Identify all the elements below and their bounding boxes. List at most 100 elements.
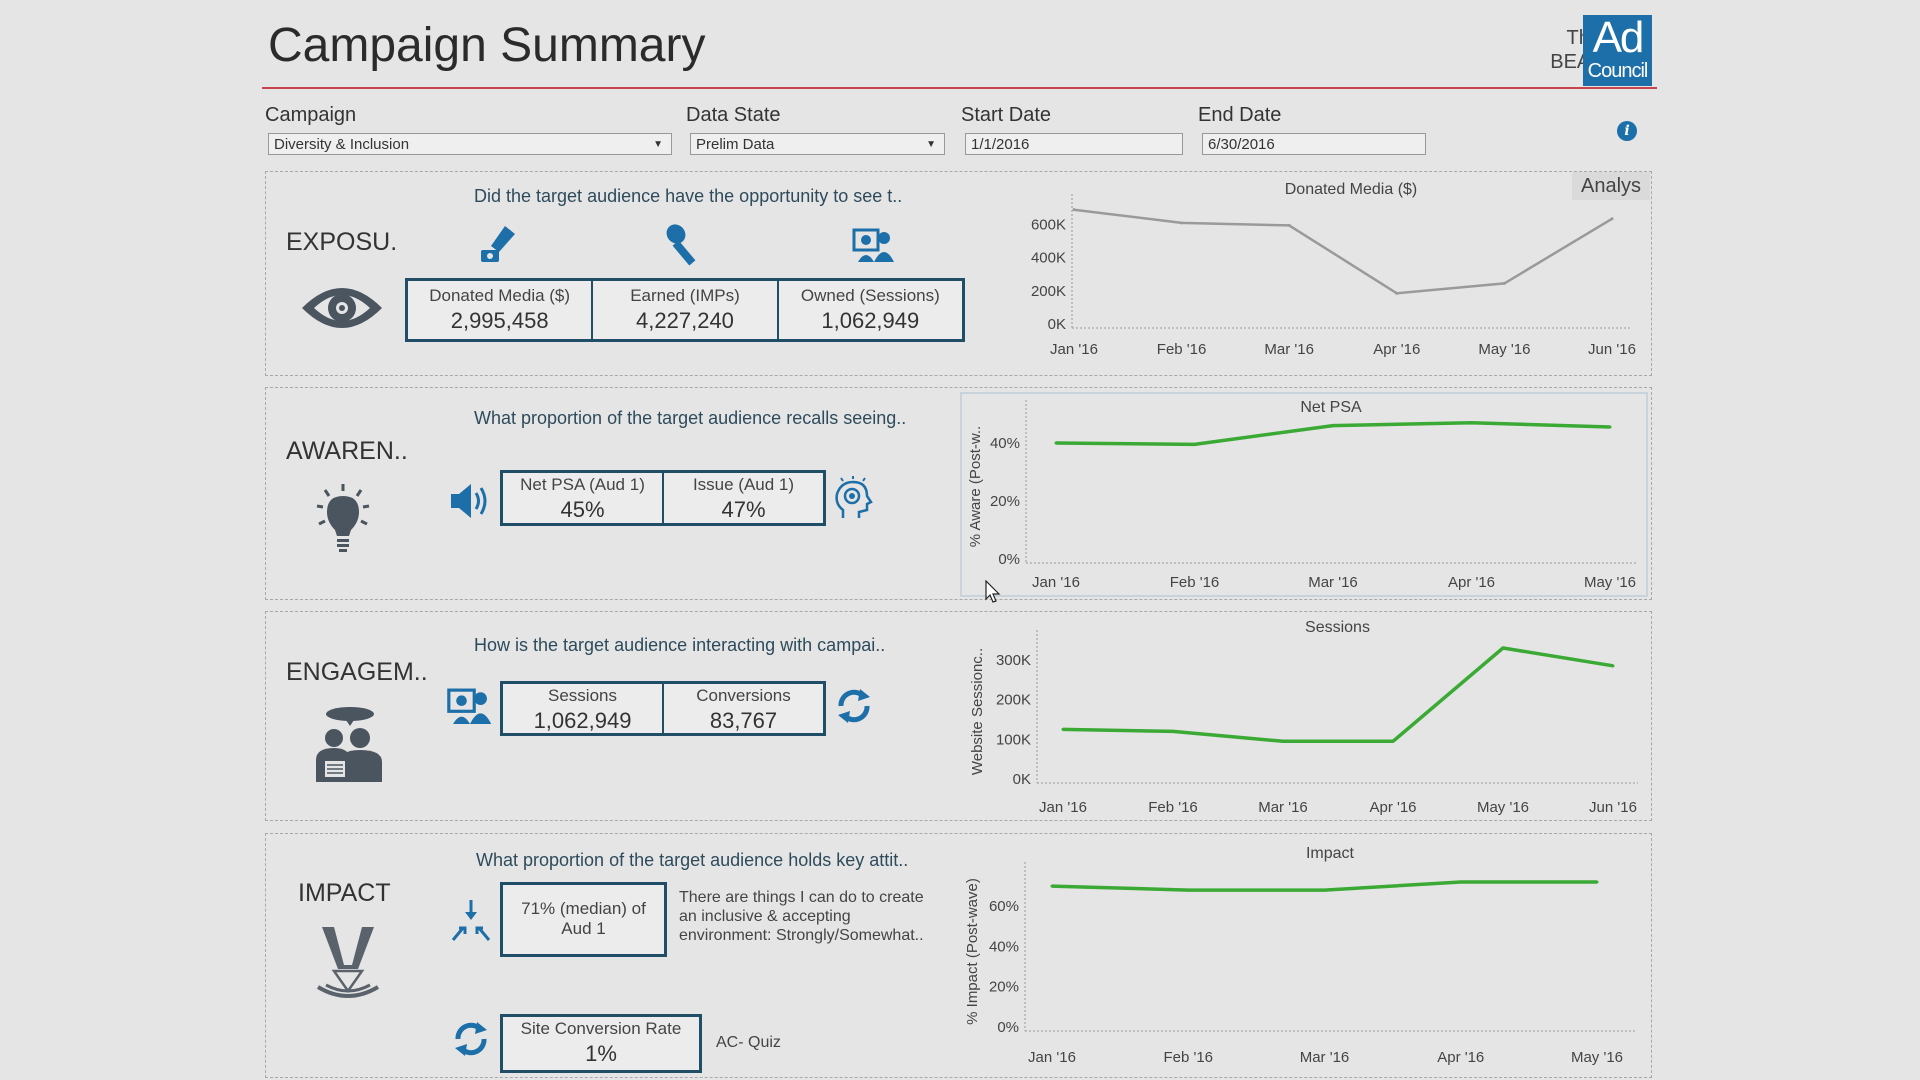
- y-tick-label: 0K: [1048, 316, 1066, 333]
- x-tick-label: Feb '16: [1148, 799, 1198, 816]
- data-point: [1501, 646, 1505, 650]
- data-point: [1611, 664, 1615, 668]
- kpi-donated-media[interactable]: Donated Media ($) 2,995,458: [408, 281, 594, 339]
- data-state-label: Data State: [686, 104, 781, 126]
- lightbulb-icon: [313, 482, 373, 554]
- header-divider: [262, 87, 1657, 89]
- quiz-label: AC- Quiz: [716, 1034, 781, 1051]
- impact-chart[interactable]: Impact 0% 20% 40% 60% Jan '16 Feb '16 Mar '16 Ap…: [955, 836, 1650, 1076]
- x-tick-label: Apr '16: [1437, 1049, 1484, 1066]
- data-point: [1193, 442, 1196, 446]
- kpi-conversions[interactable]: Conversions 83,767: [664, 684, 823, 733]
- data-point: [1395, 291, 1399, 295]
- analysis-button[interactable]: Analys: [1572, 172, 1650, 200]
- page-title: Campaign Summary: [268, 19, 706, 72]
- donated-media-chart[interactable]: Donated Media ($) 0K 200K 400K 600K Jan '16 Fe…: [980, 172, 1650, 372]
- engagement-question: How is the target audience interacting w…: [474, 635, 886, 655]
- logo-ad: Ad: [1592, 13, 1645, 62]
- campaign-value: Diversity & Inclusion: [274, 136, 410, 153]
- kpi-issue[interactable]: Issue (Aud 1) 47%: [664, 473, 823, 523]
- kpi-value: 1%: [585, 1041, 617, 1066]
- chart-title: Impact: [1306, 845, 1355, 862]
- data-point: [1502, 281, 1506, 285]
- net-psa-chart[interactable]: Net PSA 0% 20% 40% Jan '16 Feb '16 Mar '16 Apr …: [962, 394, 1646, 595]
- owned-people-screen-icon: [852, 228, 896, 262]
- series-line: [1073, 208, 1613, 295]
- data-point: [1050, 884, 1054, 888]
- kpi-net-psa[interactable]: Net PSA (Aud 1) 45%: [503, 473, 664, 523]
- data-point: [1072, 208, 1076, 212]
- x-tick-label: Apr '16: [1369, 799, 1416, 816]
- data-point: [1470, 421, 1473, 425]
- kpi-value: 1,062,949: [821, 308, 920, 333]
- kpi-value: 47%: [721, 497, 766, 522]
- y-tick-label: 20%: [989, 979, 1019, 996]
- x-tick-label: May '16: [1584, 574, 1636, 591]
- x-tick-label: Jan '16: [1032, 574, 1080, 591]
- microphone-icon: [664, 222, 706, 266]
- x-tick-label: Jun '16: [1588, 341, 1636, 358]
- y-tick-label: 400K: [1031, 250, 1066, 267]
- kpi-earned[interactable]: Earned (IMPs) 4,227,240: [593, 281, 779, 339]
- impact-section: [265, 833, 1652, 1078]
- campaign-dropdown[interactable]: Diversity & Inclusion ▼: [268, 133, 672, 155]
- x-tick-label: May '16: [1571, 1049, 1623, 1066]
- kpi-label: Net PSA (Aud 1): [520, 475, 645, 494]
- info-icon[interactable]: i: [1617, 121, 1637, 141]
- x-tick-label: May '16: [1477, 799, 1529, 816]
- exposure-question: Did the target audience have the opportu…: [474, 186, 903, 206]
- speaker-icon: [449, 480, 493, 522]
- impact-label: IMPACT: [298, 879, 391, 907]
- impact-median-kpi[interactable]: 71% (median) of Aud 1: [500, 882, 667, 957]
- data-point: [1331, 424, 1335, 428]
- start-date-input[interactable]: 1/1/2016: [965, 133, 1183, 155]
- y-axis-label: Website Sessionc..: [969, 648, 986, 775]
- kpi-owned[interactable]: Owned (Sessions) 1,062,949: [779, 281, 962, 339]
- data-point: [1054, 441, 1058, 445]
- y-tick-label: 60%: [989, 898, 1019, 915]
- logo-council: Council: [1587, 60, 1649, 82]
- statement-line: environment: Strongly/Somewhat..: [679, 927, 924, 944]
- chart-title: Net PSA: [1300, 399, 1362, 416]
- data-state-dropdown[interactable]: Prelim Data ▼: [690, 133, 945, 155]
- kpi-label: Owned (Sessions): [800, 286, 940, 305]
- refresh-icon: [833, 685, 875, 727]
- end-date-input[interactable]: 6/30/2016: [1202, 133, 1426, 155]
- statement-line: an inclusive & accepting: [679, 908, 851, 925]
- x-tick-label: Mar '16: [1308, 574, 1358, 591]
- kpi-value: 83,767: [709, 708, 778, 733]
- awareness-kpi-group: Net PSA (Aud 1) 45% Issue (Aud 1) 47%: [500, 470, 826, 526]
- x-tick-label: Feb '16: [1157, 341, 1207, 358]
- y-tick-label: 40%: [990, 435, 1020, 452]
- y-axis-label: % Impact (Post-wave): [964, 878, 981, 1025]
- funnel-target-icon: [312, 925, 384, 1001]
- y-tick-label: 0%: [997, 1019, 1019, 1036]
- kpi-label: Earned (IMPs): [630, 286, 740, 305]
- engagement-section: [265, 611, 1652, 821]
- site-conversion-kpi[interactable]: Site Conversion Rate 1%: [500, 1014, 702, 1073]
- x-tick-label: Apr '16: [1373, 341, 1420, 358]
- x-tick-label: Feb '16: [1170, 574, 1220, 591]
- x-tick-label: Jan '16: [1028, 1049, 1076, 1066]
- y-tick-label: 300K: [996, 652, 1031, 669]
- y-tick-label: 40%: [989, 938, 1019, 955]
- data-point: [1061, 727, 1065, 731]
- awareness-label: AWAREN..: [286, 437, 408, 465]
- kpi-sessions[interactable]: Sessions 1,062,949: [503, 684, 664, 733]
- y-tick-label: 200K: [996, 692, 1031, 709]
- series-line: [1062, 646, 1614, 744]
- donated-money-hand-icon: [477, 224, 517, 264]
- engagement-label: ENGAGEM..: [286, 658, 428, 686]
- converge-arrows-icon: [449, 900, 493, 942]
- kpi-median-line1: 71% (median) of: [521, 899, 646, 918]
- awareness-section: [265, 387, 1652, 600]
- sessions-chart[interactable]: Sessions 0K 100K 200K 300K Jan '16 Feb '16 Mar …: [962, 614, 1648, 819]
- ad-council-logo: Ad Council: [1583, 15, 1652, 86]
- kpi-value: 2,995,458: [450, 308, 549, 333]
- refresh-icon: [450, 1018, 492, 1060]
- kpi-median-line2: Aud 1: [561, 919, 606, 938]
- data-point: [1323, 888, 1326, 892]
- kpi-label: Site Conversion Rate: [520, 1019, 682, 1038]
- x-tick-label: Jan '16: [1039, 799, 1087, 816]
- x-tick-label: May '16: [1478, 341, 1530, 358]
